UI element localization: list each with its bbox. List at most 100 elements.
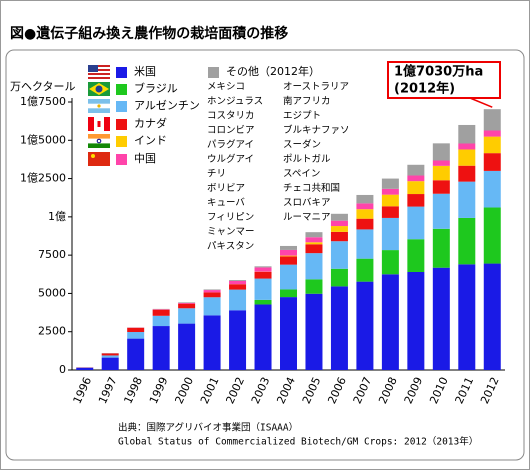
y-tick-label: 2500	[38, 325, 66, 338]
bar-segment	[458, 143, 476, 150]
country-label: スロバキア	[283, 198, 331, 209]
bar-segment	[381, 250, 399, 275]
country-label: エジプト	[283, 111, 321, 122]
country-label: フィリピン	[207, 212, 254, 223]
legend-label: アルゼンチン	[134, 99, 200, 112]
bar-segment	[407, 194, 425, 207]
bar-segment	[432, 143, 450, 161]
legend-swatch	[116, 67, 127, 78]
bar-segment	[76, 367, 94, 370]
bar-segment	[305, 253, 323, 280]
bar-segment	[483, 207, 501, 264]
bar-segment	[330, 286, 348, 370]
bar-segment	[280, 289, 297, 298]
bar-segment	[152, 315, 170, 327]
legend-swatch	[116, 84, 127, 95]
bar-segment	[280, 249, 297, 256]
bar-segment	[432, 228, 450, 268]
bar-segment	[280, 256, 297, 265]
country-label: ホンジュラス	[207, 96, 263, 107]
bar-segment	[483, 153, 501, 171]
legend-swatch	[116, 154, 127, 165]
bar-segment	[178, 323, 196, 370]
annotation-box	[387, 61, 501, 99]
legend-label: 米国	[134, 65, 156, 78]
country-label: ルーマニア	[283, 212, 331, 223]
chart-frame	[5, 49, 525, 461]
flag	[88, 152, 110, 166]
legend-swatch	[116, 101, 127, 112]
flag	[88, 73, 110, 75]
flag	[95, 85, 103, 93]
bar-segment	[458, 181, 476, 218]
bar-segment	[203, 290, 221, 293]
bar-segment	[356, 194, 374, 204]
source: 出典：国際アグリバイオ事業団（ISAAA）	[118, 422, 298, 434]
bar-segment	[229, 289, 247, 311]
bar-segment	[381, 188, 399, 195]
country-label: パキスタン	[207, 241, 254, 252]
bar-segment	[458, 124, 476, 144]
bar-segment	[203, 292, 221, 298]
y-tick-label: 0	[59, 363, 66, 376]
country-label: キューバ	[207, 198, 245, 209]
bar-segment	[203, 315, 221, 370]
flag	[88, 67, 110, 69]
flag	[91, 154, 95, 158]
legend-label: 中国	[134, 152, 156, 165]
y-tick-label: 1億7500	[20, 95, 66, 108]
bar-segment	[330, 241, 348, 269]
bar-segment	[178, 303, 196, 309]
country-label: ポルトガル	[283, 154, 331, 165]
bar-segment	[101, 355, 119, 358]
bar-segment	[127, 332, 145, 339]
flag	[88, 143, 110, 148]
bar-segment	[101, 357, 119, 370]
annotation: 1億7030万ha	[394, 64, 483, 80]
bar-segment	[305, 279, 323, 294]
bar-segment	[305, 244, 323, 254]
bar-segment	[432, 193, 450, 229]
annotation-leader	[469, 97, 493, 108]
country-label: パラグアイ	[207, 139, 254, 151]
bar-segment	[407, 206, 425, 240]
bar-segment	[458, 165, 476, 182]
bar-segment	[254, 299, 272, 305]
bar-segment	[178, 302, 196, 303]
legend-swatch	[208, 67, 219, 78]
bar-segment	[305, 242, 323, 245]
country-label: ブルキナファソ	[283, 124, 350, 136]
country-label: チェコ共和国	[283, 183, 340, 194]
bar-segment	[356, 203, 374, 210]
bar-segment	[178, 308, 196, 324]
flag	[96, 138, 102, 144]
bar-segment	[432, 165, 450, 181]
country-label: 南アフリカ	[283, 95, 331, 107]
bar-segment	[305, 237, 323, 243]
country-label: スペイン	[283, 169, 320, 180]
bar-segment	[432, 180, 450, 194]
y-axis-label: 万ヘクタール	[10, 80, 76, 93]
country-label: チリ	[207, 169, 226, 180]
bar-segment	[229, 280, 247, 285]
legend-swatch	[116, 136, 127, 147]
legend-label: インド	[134, 134, 167, 147]
y-tick-label: 7500	[38, 248, 66, 261]
bar-segment	[458, 264, 476, 370]
legend-label: その他（2012年）	[226, 64, 320, 78]
bar-segment	[407, 164, 425, 176]
bar-segment	[483, 263, 501, 370]
bar-segment	[407, 175, 425, 182]
bar-segment	[458, 217, 476, 265]
country-label: ウルグアイ	[207, 153, 254, 165]
flag	[88, 134, 110, 139]
country-label: オーストラリア	[283, 82, 349, 93]
bar-segment	[152, 326, 170, 370]
bar-segment	[381, 274, 399, 370]
bar-segment	[330, 268, 348, 287]
flag	[88, 65, 110, 67]
bar-segment	[203, 289, 221, 291]
bar-segment	[432, 160, 450, 166]
flag	[88, 65, 98, 72]
bar-segment	[229, 284, 247, 290]
